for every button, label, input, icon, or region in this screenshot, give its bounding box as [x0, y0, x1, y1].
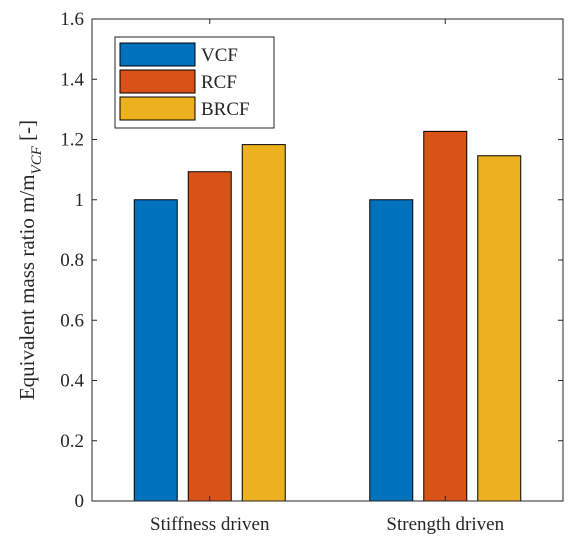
bar-brcf-0	[241, 144, 286, 502]
y-tick-label: 0.4	[60, 371, 84, 392]
legend-swatch-brcf	[119, 96, 196, 121]
bar-brcf-1	[477, 155, 522, 502]
y-tick-label: 1.4	[60, 69, 84, 90]
x-axis-ticks: Stiffness driven Strength driven	[150, 19, 505, 535]
legend-label-rcf: RCF	[201, 72, 237, 93]
legend-label-vcf: VCF	[201, 45, 238, 66]
y-axis-label-main: Equivalent mass ratio m/m	[15, 174, 39, 400]
y-axis-label: Equivalent mass ratio m/mVCF [-]	[15, 120, 45, 400]
y-axis-ticks: 0 0.2 0.4 0.6 0.8 1 1.2 1.4 1.6	[60, 9, 563, 512]
y-tick-label: 0.8	[60, 250, 84, 271]
legend-label-brcf: BRCF	[201, 99, 250, 120]
bar-rcf-1	[423, 130, 468, 502]
y-tick-label: 1.2	[60, 130, 84, 151]
legend-swatch-vcf	[119, 42, 196, 67]
y-axis-label-subscript: VCF	[29, 145, 45, 174]
y-tick-label: 1.6	[60, 9, 84, 30]
bars	[133, 130, 522, 502]
bar-rcf-0	[187, 171, 232, 502]
bar-vcf-1	[369, 199, 414, 502]
y-axis-label-unit: [-]	[15, 120, 39, 146]
legend: VCF RCF BRCF	[114, 36, 275, 129]
y-tick-label: 1	[75, 190, 85, 211]
y-tick-label: 0.2	[60, 431, 84, 452]
y-tick-label: 0	[75, 491, 85, 512]
legend-swatch-rcf	[119, 69, 196, 94]
y-tick-label: 0.6	[60, 310, 84, 331]
x-category-label: Strength driven	[386, 514, 504, 535]
bar-vcf-0	[133, 199, 178, 502]
plot-area: 0 0.2 0.4 0.6 0.8 1 1.2 1.4 1.6 Stiffness driven…	[60, 9, 564, 535]
x-category-label: Stiffness driven	[150, 514, 270, 535]
